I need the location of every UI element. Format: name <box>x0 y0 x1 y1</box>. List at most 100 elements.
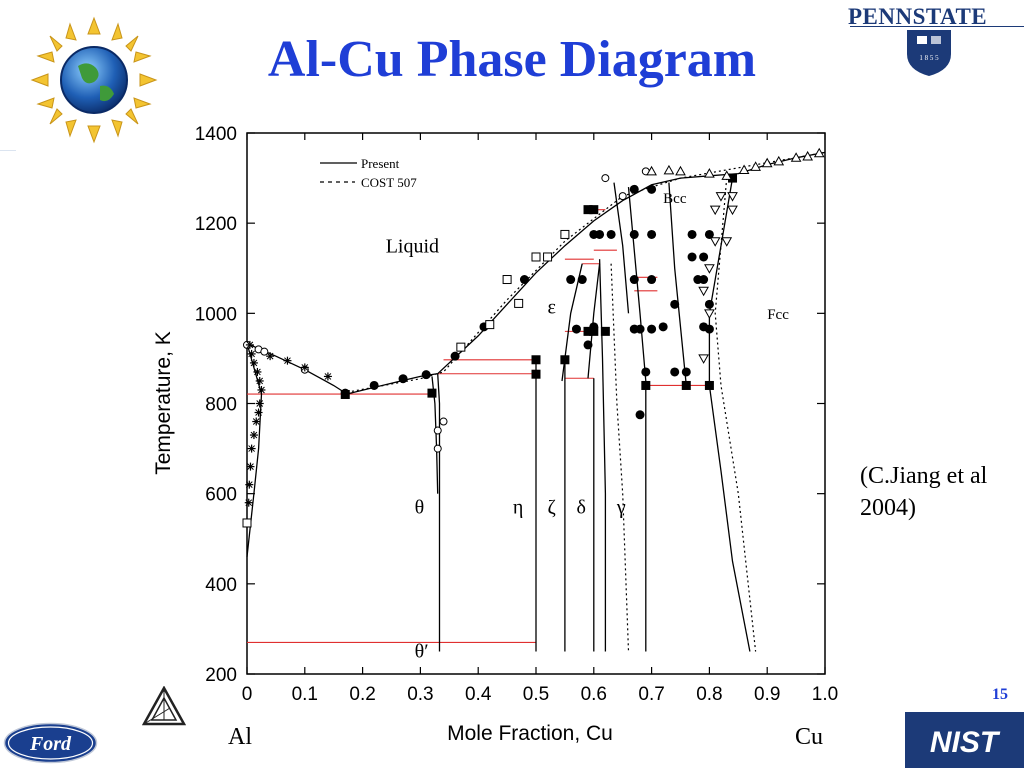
filled-circle-marker <box>670 299 680 309</box>
filled-square-marker <box>531 369 541 379</box>
filled-square-marker <box>589 326 599 336</box>
phase-label: η <box>513 497 523 519</box>
x-tick-label: 0.8 <box>696 684 722 705</box>
filled-square-marker <box>340 389 350 399</box>
filled-circle-marker <box>398 374 408 384</box>
open-circle-marker <box>601 174 610 183</box>
open-circle-marker <box>260 347 269 356</box>
nist-logo: NIST <box>905 712 1024 768</box>
pennstate-logo: PENNSTATE <box>848 4 987 30</box>
al-side-marker-marker <box>266 352 275 361</box>
al-side-marker-marker <box>254 408 263 417</box>
left-rule <box>0 150 16 151</box>
al-side-marker-marker <box>245 480 254 489</box>
open-triangle-marker <box>704 168 715 178</box>
boundary-liquidus-cost <box>346 151 826 393</box>
al-side-marker-marker <box>323 372 332 381</box>
al-side-marker-marker <box>249 431 258 440</box>
down-triangle-marker <box>709 237 721 247</box>
phase-label: Bcc <box>663 191 687 207</box>
filled-circle-marker <box>629 229 639 239</box>
phase-label: Liquid <box>386 235 439 257</box>
y-tick-label: 1200 <box>195 214 237 235</box>
open-square-marker <box>456 342 466 352</box>
al-side-marker-marker <box>257 385 266 394</box>
phase-label: δ <box>576 497 585 519</box>
slide-title: Al-Cu Phase Diagram <box>267 31 757 88</box>
globe-star-logo <box>30 16 158 144</box>
x-tick-label: 0.6 <box>581 684 607 705</box>
filled-circle-marker <box>629 184 639 194</box>
down-triangle-marker <box>698 286 709 297</box>
open-triangle-marker <box>721 170 733 180</box>
al-side-marker-marker <box>252 417 261 426</box>
phase-diagram-chart: 0 0.1 0.2 0.3 0.4 0.5 0.6 0.7 0.8 0.9 1.0 200 400 600… <box>152 124 838 745</box>
al-side-marker-marker <box>300 363 309 372</box>
filled-circle-marker <box>635 324 645 334</box>
header-rule <box>850 26 1024 27</box>
triangle-logo <box>142 686 186 726</box>
phase-label: γ <box>616 497 626 519</box>
al-side-marker-marker <box>247 349 256 358</box>
al-side-marker-marker <box>247 444 256 453</box>
filled-circle-marker <box>421 370 431 380</box>
down-triangle-marker <box>727 192 738 202</box>
filled-square-marker <box>641 380 651 390</box>
filled-circle-marker <box>519 275 529 285</box>
al-side-marker-marker <box>283 356 292 365</box>
open-triangle-marker <box>802 150 814 161</box>
filled-circle-marker <box>606 229 616 239</box>
boundary-epsilon-right <box>587 263 601 379</box>
open-triangle-marker <box>813 147 825 158</box>
al-side-marker-marker <box>246 462 255 471</box>
al-side-marker-marker <box>244 498 253 507</box>
open-triangle-marker <box>761 157 773 168</box>
open-square-marker <box>514 298 524 308</box>
filled-square-marker <box>728 173 738 183</box>
filled-circle-marker <box>571 324 581 334</box>
x-axis-title: Mole Fraction, Cu <box>447 722 613 745</box>
tie-lines-layer <box>247 209 710 643</box>
y-tick-label: 800 <box>205 395 237 416</box>
down-triangle-marker <box>721 237 733 247</box>
filled-circle-marker <box>566 275 576 285</box>
chart-legend: Present COST 507 <box>320 156 417 190</box>
open-triangle-marker <box>738 164 750 174</box>
filled-square-marker <box>560 355 570 365</box>
open-triangle-marker <box>646 165 657 176</box>
open-square-marker <box>531 252 541 262</box>
legend-entry-present: Present <box>361 156 400 171</box>
open-circle-marker <box>433 426 442 435</box>
open-triangle-marker <box>750 161 761 171</box>
phase-label: θ <box>415 497 425 519</box>
x-tick-label: 0.2 <box>349 684 375 705</box>
y-tick-label: 1000 <box>195 304 237 325</box>
open-square-marker <box>560 229 570 239</box>
open-circle-marker <box>439 417 448 426</box>
pennstate-wordmark: PENNSTATE <box>848 4 988 29</box>
x-tick-label: 0.7 <box>638 684 664 705</box>
x-tick-label: 0.3 <box>407 684 433 705</box>
open-square-marker <box>543 252 553 262</box>
data-markers-layer <box>242 147 825 528</box>
y-tick-label: 1400 <box>195 124 237 145</box>
down-triangle-marker <box>709 205 721 216</box>
filled-square-marker <box>704 380 714 390</box>
svg-text:NIST: NIST <box>930 726 1001 759</box>
phase-label: θ′ <box>415 640 429 662</box>
filled-square-marker <box>583 205 593 215</box>
filled-circle-marker <box>647 275 657 285</box>
phase-boundaries-layer <box>246 151 826 652</box>
down-triangle-marker <box>704 264 715 274</box>
x-tick-label: 0.4 <box>465 684 492 705</box>
pennstate-shield-icon: 1 8 5 5 <box>907 30 951 76</box>
filled-circle-marker <box>681 367 691 377</box>
x-tick-label: 0 <box>242 684 253 705</box>
ticks-layer <box>246 132 826 675</box>
filled-square-marker <box>427 388 437 398</box>
phase-label: Fcc <box>767 307 789 323</box>
down-triangle-marker <box>704 309 715 319</box>
boundary-fcc-boundary <box>708 177 751 652</box>
endpoint-label-cu: Cu <box>795 724 824 750</box>
citation-line-2: 2004) <box>860 495 916 521</box>
